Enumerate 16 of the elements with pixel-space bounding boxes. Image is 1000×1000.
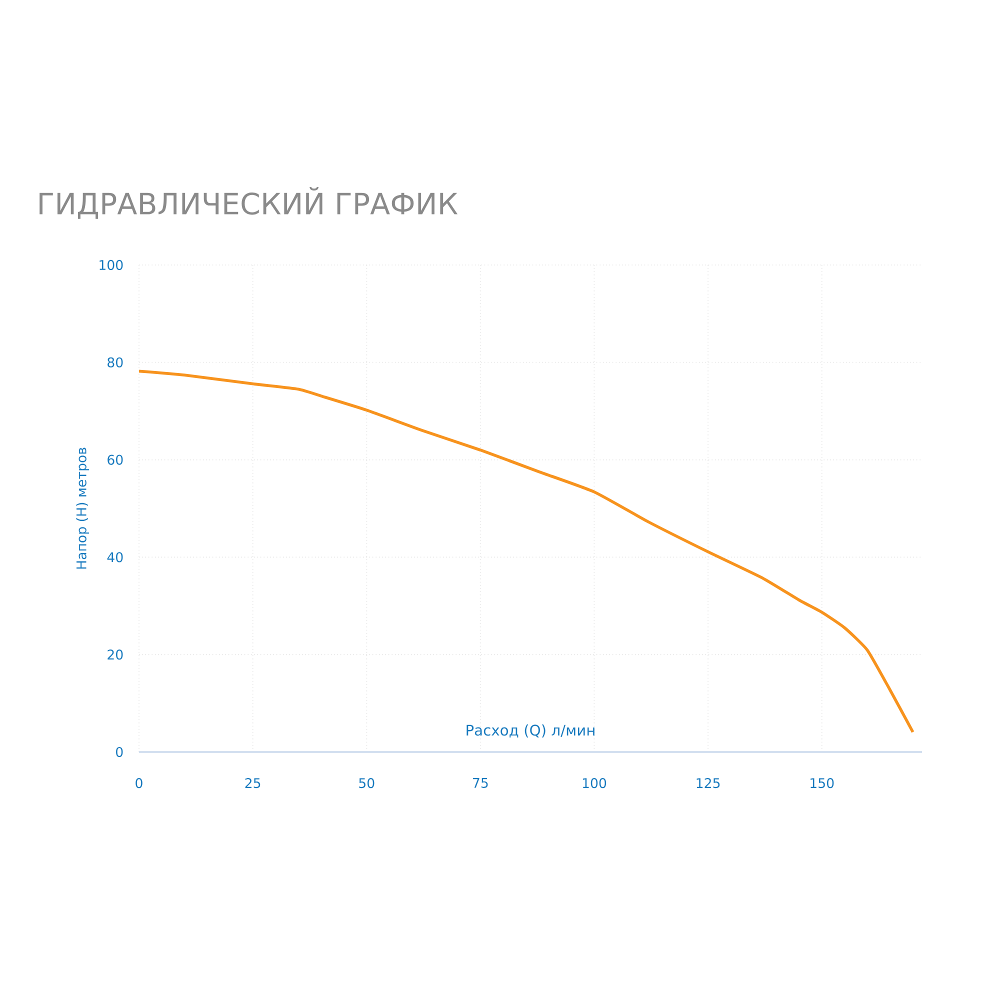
x-tick-label: 150	[810, 778, 834, 788]
chart-title: ГИДРАВЛИЧЕСКИЙ ГРАФИК	[40, 187, 458, 219]
y-tick-label: 100	[100, 260, 123, 270]
x-tick-label: 0	[136, 778, 142, 788]
x-tick-label: 75	[473, 778, 488, 788]
x-tick-label: 50	[359, 778, 374, 788]
y-axis-title: Напор (H) метров	[76, 448, 90, 569]
x-tick-label: 100	[582, 778, 606, 788]
y-tick-label: 0	[116, 746, 123, 758]
y-tick-label: 40	[107, 552, 123, 562]
y-tick-label: 20	[108, 650, 123, 660]
x-axis-title: Расход (Q) л/мин	[466, 724, 594, 738]
y-tick-label: 80	[108, 357, 123, 368]
y-tick-label: 60	[108, 454, 123, 465]
x-tick-label: 25	[245, 778, 260, 788]
x-tick-label: 125	[696, 778, 720, 788]
